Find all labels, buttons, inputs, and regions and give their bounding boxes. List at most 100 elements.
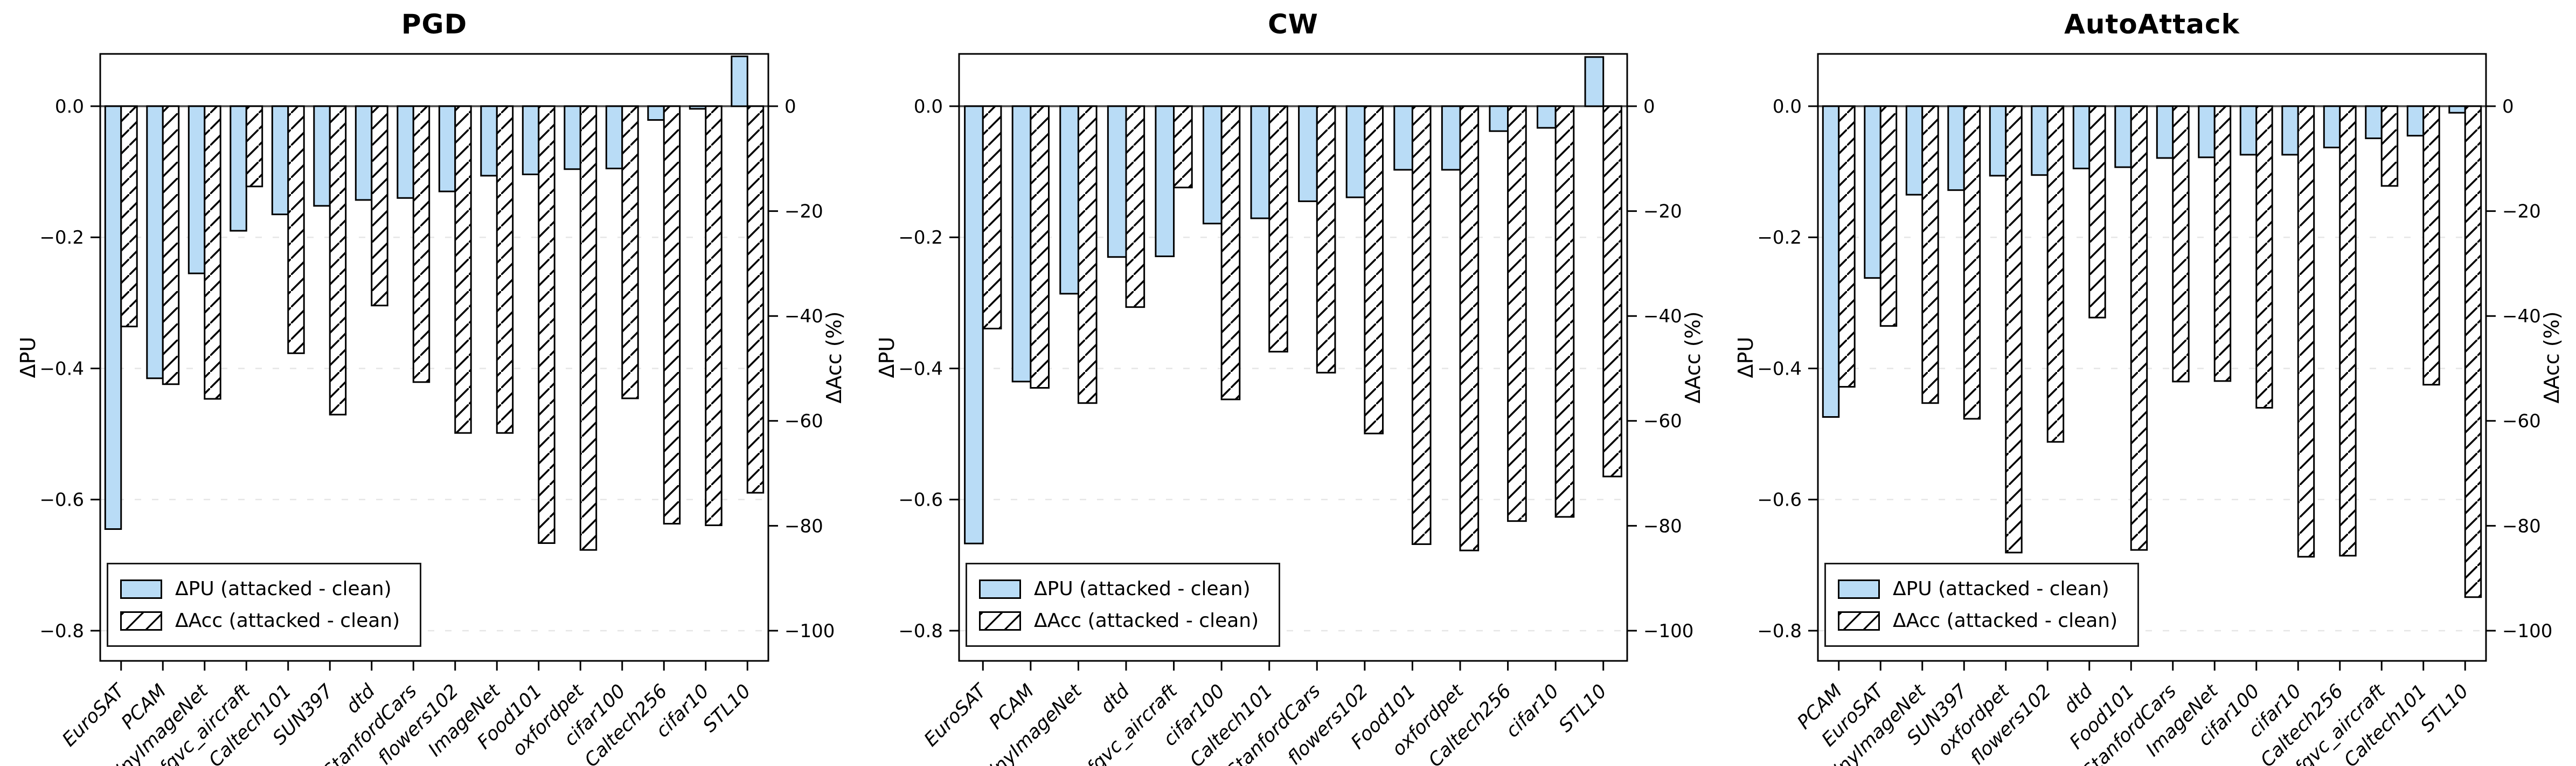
bar-dacc-flowers102 — [2046, 105, 2065, 443]
y-tick-label-right: −60 — [784, 411, 823, 432]
bar-dacc-fgvc_aircraft — [245, 105, 263, 188]
chart-canvas-pgd: 0.0 −0.2 −0.4 −0.6 −0.8 0 −20 −40 −60 −80 −100 Euro… — [39, 53, 835, 766]
x-tick-label-cifar10: cifar10 — [1502, 680, 1563, 742]
bar-dpu-flowers102 — [2031, 105, 2049, 176]
y-tick-label-right: −80 — [784, 515, 823, 537]
bar-dacc-flowers102 — [1364, 105, 1384, 434]
bar-dacc-SUN397 — [1963, 105, 1981, 420]
bar-dpu-dtd — [355, 105, 373, 201]
axes-spines — [1817, 53, 2487, 662]
legend-swatch-dpu — [1838, 579, 1880, 599]
y-tick-label-left: −0.6 — [1757, 489, 1802, 511]
bar-dacc-ImageNet — [2213, 105, 2232, 382]
legend-swatch-dpu — [120, 579, 162, 599]
bar-dpu-cifar100 — [2239, 105, 2258, 156]
bar-dacc-SUN397 — [329, 105, 347, 416]
bar-dacc-tinyImageNet — [204, 105, 221, 400]
y-tick-label-right: −100 — [2502, 620, 2552, 642]
legend-item-dacc: ΔAcc (attacked - clean) — [120, 611, 408, 631]
legend: ΔPU (attacked - clean) ΔAcc (attacked - … — [1824, 563, 2139, 647]
bar-dpu-cifar10 — [1536, 105, 1557, 129]
bar-dpu-oxfordpet — [1989, 105, 2007, 177]
bar-dacc-oxfordpet — [2005, 105, 2023, 554]
bar-dpu-StanfordCars — [2156, 105, 2174, 159]
bar-dpu-fgvc_aircraft — [2365, 105, 2383, 140]
x-tick-label-EuroSAT: EuroSAT — [920, 679, 992, 751]
chart-canvas-autoattack: 0.0−0.2−0.4−0.6−0.80−20−40−60−80−100PCAM… — [1757, 53, 2552, 766]
legend-item-dpu: ΔPU (attacked - clean) — [979, 579, 1267, 599]
bar-dacc-flowers102 — [454, 105, 472, 434]
y-tick-label-right: −20 — [1643, 201, 1682, 223]
y-tick-label-right: −60 — [1643, 411, 1682, 432]
y-tick-label-right: −80 — [1643, 515, 1682, 537]
bar-dpu-Caltech101 — [271, 105, 289, 216]
bar-dacc-EuroSAT — [982, 105, 1002, 330]
x-tick-label-dtd: dtd — [1096, 680, 1134, 718]
bar-dpu-StanfordCars — [397, 105, 414, 199]
legend-label-dacc: ΔAcc (attacked - clean) — [175, 609, 400, 632]
bar-dpu-Caltech256 — [647, 105, 665, 121]
plot-area-CW: 0.0 −0.2 −0.4 −0.6 −0.8 0 −20 −40 −60 −80 −100 Euro… — [898, 53, 1693, 766]
y-tick-label-left: −0.8 — [39, 620, 84, 642]
legend-label-dpu: ΔPU (attacked - clean) — [1034, 577, 1251, 600]
bar-dpu-ImageNet — [2198, 105, 2216, 158]
y-tick-label-right: −40 — [2502, 306, 2541, 327]
legend-label-dpu: ΔPU (attacked - clean) — [175, 577, 392, 600]
y-tick-label-right: 0 — [1643, 96, 1655, 118]
bar-dpu-dtd — [1107, 105, 1127, 258]
bar-dacc-EuroSAT — [120, 105, 138, 328]
bar-dacc-tinyImageNet — [1077, 105, 1098, 404]
bar-dacc-fgvc_aircraft — [1173, 105, 1193, 189]
bar-dacc-fgvc_aircraft — [2380, 105, 2399, 187]
bar-dpu-Food101 — [1393, 105, 1413, 171]
bar-dacc-dtd — [371, 105, 388, 307]
bar-dacc-STL10 — [746, 105, 765, 494]
chart-title-autoattack: AutoAttack — [2064, 9, 2240, 40]
bar-dpu-EuroSAT — [964, 105, 984, 544]
subplot-cw: CW ΔPU ΔAcc (%) 0.0 −0.2 −0.4 −0.6 −0.8 0 −20−… — [859, 0, 1718, 766]
bar-dacc-StanfordCars — [2172, 105, 2190, 383]
bar-dpu-PCAM — [1822, 105, 1840, 418]
y-tick-label-left: 0.0 — [1773, 96, 1802, 118]
y-tick-label-right: −40 — [784, 306, 823, 327]
bar-dacc-ImageNet — [496, 105, 514, 434]
bar-dacc-cifar100 — [2255, 105, 2273, 409]
bar-dacc-Caltech256 — [663, 105, 681, 525]
bar-dacc-dtd — [2088, 105, 2106, 319]
y-tick-label-right: −80 — [2502, 515, 2541, 537]
y-tick-label-left: −0.4 — [898, 358, 943, 379]
bar-dacc-Food101 — [538, 105, 556, 544]
bar-dacc-PCAM — [162, 105, 180, 385]
bar-dacc-cifar10 — [2297, 105, 2315, 558]
plot-area-AutoAttack: 0.0−0.2−0.4−0.6−0.80−20−40−60−80−100PCAM… — [1757, 53, 2552, 766]
y-tick-label-left: −0.4 — [39, 358, 84, 379]
chart-canvas-cw: 0.0 −0.2 −0.4 −0.6 −0.8 0 −20 −40 −60 −80 −100 Euro… — [898, 53, 1693, 766]
y-tick-label-right: 0 — [2502, 96, 2514, 118]
legend-item-dacc: ΔAcc (attacked - clean) — [1838, 611, 2126, 631]
bar-dpu-StanfordCars — [1298, 105, 1318, 202]
bar-dpu-oxfordpet — [1441, 105, 1461, 171]
bar-dpu-tinyImageNet — [1905, 105, 1924, 196]
bar-dpu-EuroSAT — [104, 105, 122, 530]
subplot-pgd: PGD ΔPU ΔAcc (%) 0.0 −0.2 −0.4 −0.6 −0.8 0 −20… — [0, 0, 859, 766]
bar-dacc-dtd — [1125, 105, 1145, 308]
bar-dpu-SUN397 — [313, 105, 331, 207]
y-tick-label-left: −0.6 — [898, 489, 943, 511]
y-tick-label-left: −0.2 — [898, 227, 943, 249]
legend-item-dacc: ΔAcc (attacked - clean) — [979, 611, 1267, 631]
legend-swatch-dacc — [1838, 611, 1880, 631]
bar-dpu-SUN397 — [1947, 105, 1965, 191]
bar-dacc-oxfordpet — [579, 105, 598, 551]
bar-dacc-Caltech101 — [2422, 105, 2440, 386]
legend: ΔPU (attacked - clean) ΔAcc (attacked - … — [966, 563, 1280, 647]
x-tick-label-STL10: STL10 — [699, 680, 755, 736]
legend-swatch-dpu — [979, 579, 1021, 599]
y-tick-label-left: −0.4 — [1757, 358, 1802, 379]
y-tick-label-right: −60 — [2502, 411, 2541, 432]
bar-dacc-cifar100 — [1220, 105, 1241, 401]
y-tick-label-right: −100 — [1643, 620, 1693, 642]
legend-label-dacc: ΔAcc (attacked - clean) — [1034, 609, 1259, 632]
legend-label-dacc: ΔAcc (attacked - clean) — [1893, 609, 2118, 632]
bar-dacc-Food101 — [1411, 105, 1432, 545]
